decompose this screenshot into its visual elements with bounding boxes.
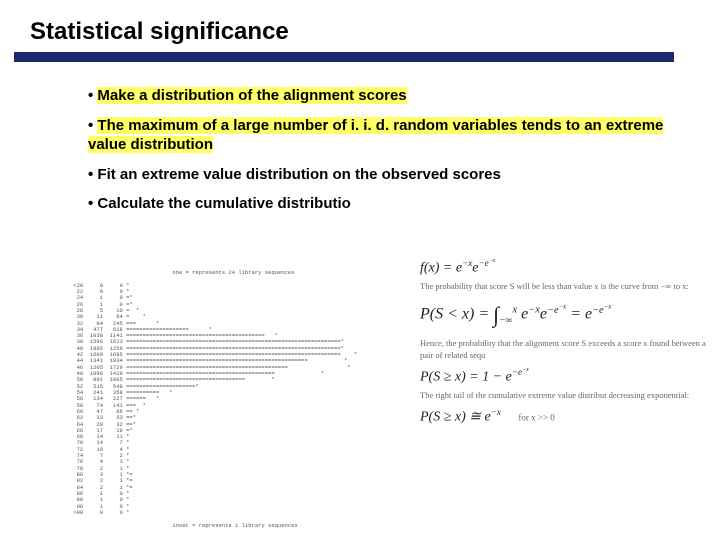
title-underline bbox=[14, 52, 674, 62]
bullet-1: • Make a distribution of the alignment s… bbox=[88, 86, 668, 106]
f2-rs: −e bbox=[592, 305, 604, 316]
f2-b1s: −x bbox=[528, 305, 540, 316]
f1-sup1: −x bbox=[462, 258, 472, 268]
f3-lhs: P(S ≥ x) = 1 − e bbox=[420, 370, 512, 385]
bullet-3: • Fit an extreme value distribution on t… bbox=[88, 165, 668, 185]
f1-sup2b: −x bbox=[489, 258, 496, 264]
formula-cdf: P(S < x) = ∫−∞x e−xe−e−x = e−e−x bbox=[420, 302, 710, 328]
f4-lhs: P(S ≥ x) ≅ e bbox=[420, 410, 491, 425]
formula-desc-1: The probability that score S will be les… bbox=[420, 281, 710, 292]
f2-eq: = e bbox=[566, 306, 592, 323]
f2-b2sb: −x bbox=[559, 303, 567, 310]
formula-panel: f(x) = e−xe−e−x The probability that sco… bbox=[420, 252, 710, 430]
bullet-3-text: Fit an extreme value distribution on the… bbox=[97, 166, 500, 183]
bullet-4-text: Calculate the cumulative distributio bbox=[97, 195, 350, 212]
ascii-histogram: one = represents 24 library sequences <2… bbox=[70, 270, 400, 529]
formula-approx: P(S ≥ x) ≅ e−x for x >> 0 bbox=[420, 407, 710, 426]
f3-sup: −e bbox=[512, 367, 522, 377]
formula-pdf: f(x) = e−xe−e−x bbox=[420, 258, 710, 277]
f4-cond: for x >> 0 bbox=[518, 413, 554, 423]
slide-title: Statistical significance bbox=[30, 18, 720, 46]
f1-sup2: −e bbox=[479, 258, 489, 268]
bullet-list: • Make a distribution of the alignment s… bbox=[88, 86, 668, 214]
f2-b2s: −e bbox=[547, 305, 559, 316]
formula-survival: P(S ≥ x) = 1 − e−e−x bbox=[420, 367, 710, 386]
bullet-4: • Calculate the cumulative distributio bbox=[88, 194, 668, 214]
f2-low: −∞ bbox=[499, 315, 512, 326]
f2-lhs: P(S < x) = bbox=[420, 306, 493, 323]
f4-sup: −x bbox=[491, 407, 501, 417]
bullet-2: • The maximum of a large number of i. i.… bbox=[88, 116, 668, 155]
lower-content: one = represents 24 library sequences <2… bbox=[0, 270, 720, 540]
title-area: Statistical significance bbox=[0, 0, 720, 46]
f2-b2: e bbox=[540, 306, 547, 323]
formula-desc-3: The right tail of the cumulative extreme… bbox=[420, 390, 710, 401]
f2-high: x bbox=[512, 305, 517, 316]
f1-lhs: f(x) = e bbox=[420, 261, 462, 276]
formula-desc-2: Hence, the probability that the alignmen… bbox=[420, 338, 710, 361]
f3-supb: −x bbox=[522, 367, 529, 373]
f2-rsb: −x bbox=[604, 303, 612, 310]
bullet-2-text: The maximum of a large number of i. i. d… bbox=[88, 117, 663, 154]
bullet-1-text: Make a distribution of the alignment sco… bbox=[97, 87, 406, 104]
